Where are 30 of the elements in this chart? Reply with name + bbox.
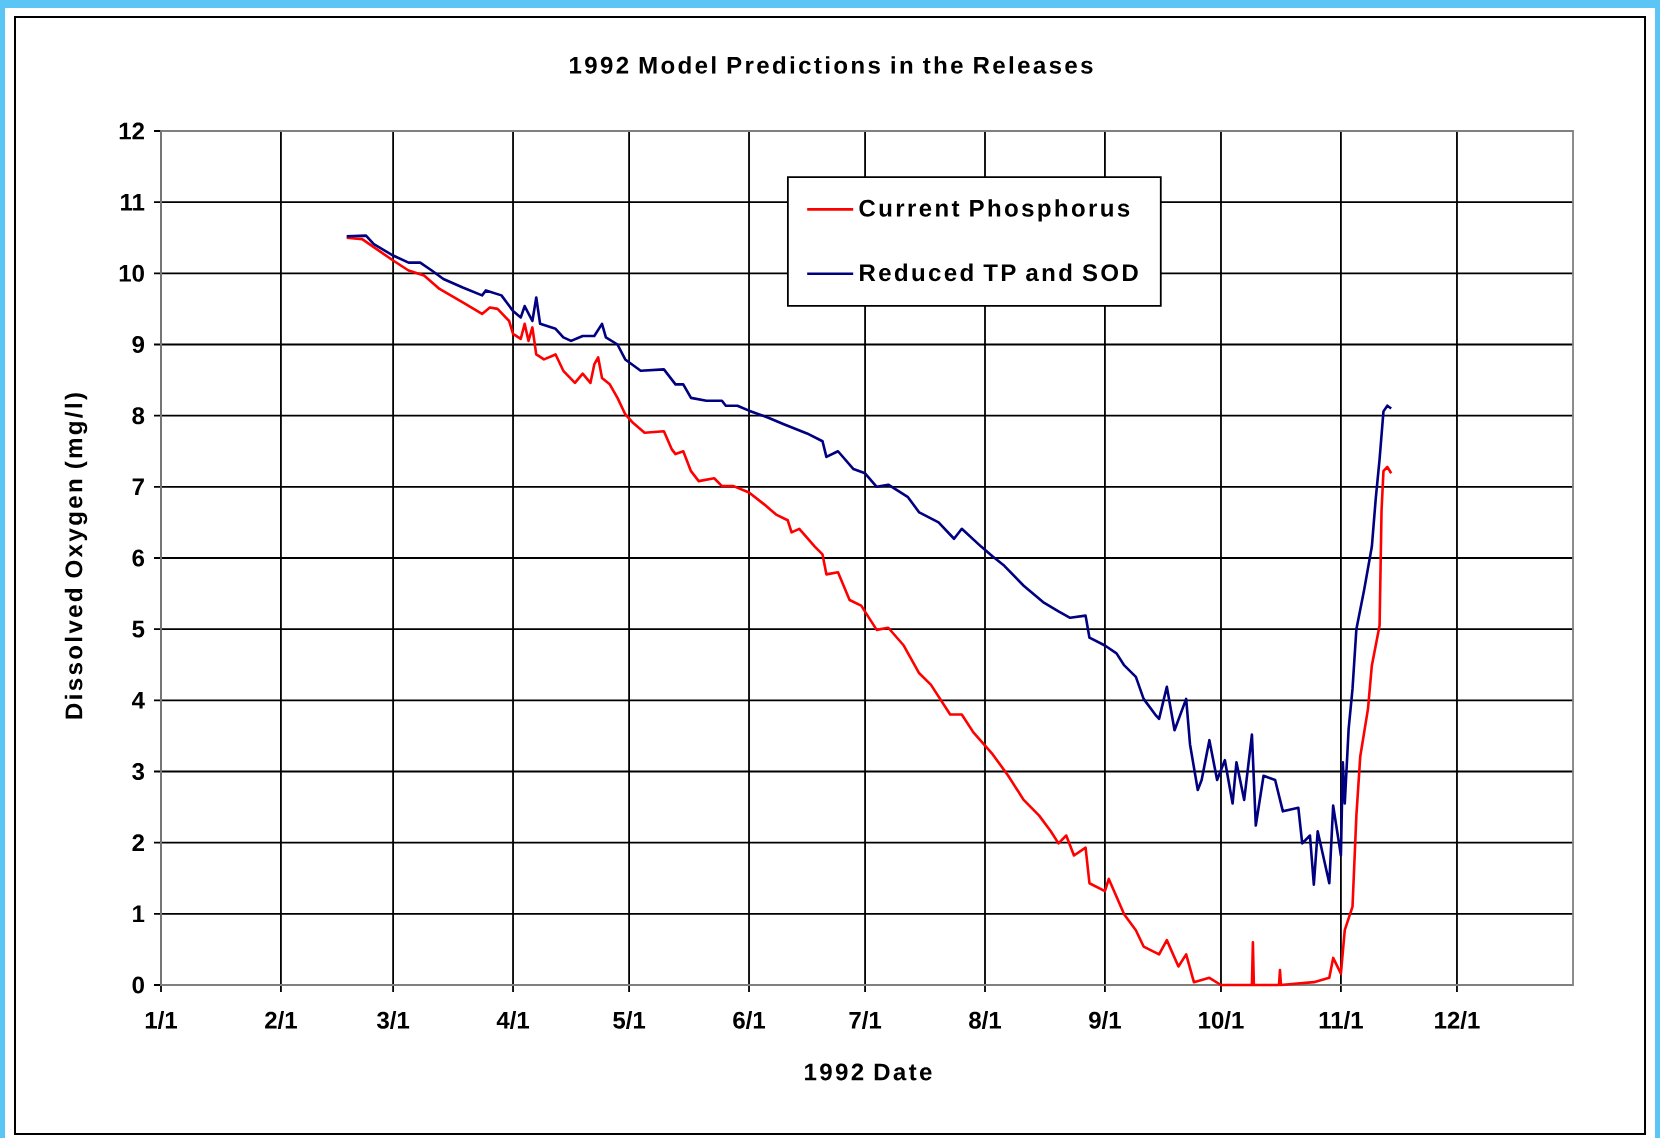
y-tick-label: 1 xyxy=(133,905,145,923)
x-tick-label: 12/1 xyxy=(1435,1011,1480,1029)
y-tick-label: 8 xyxy=(132,407,145,425)
y-tick-label: 2 xyxy=(132,834,144,852)
x-tick-label: 4/1 xyxy=(496,1011,530,1029)
x-tick-label: 6/1 xyxy=(733,1011,766,1029)
y-axis-title: Dissolved Oxygen (mg/l) xyxy=(64,393,88,719)
x-tick-label: 8/1 xyxy=(969,1011,1002,1029)
y-tick-label: 10 xyxy=(119,264,144,282)
x-tick-label: 2/1 xyxy=(265,1011,297,1029)
y-tick-label: 0 xyxy=(132,976,144,994)
y-tick-label: 6 xyxy=(132,549,145,567)
y-tick-label: 11 xyxy=(121,193,145,211)
x-tick-label: 9/1 xyxy=(1089,1011,1121,1029)
y-tick-label: 5 xyxy=(132,620,145,638)
x-tick-label: 3/1 xyxy=(377,1011,410,1029)
x-tick-label: 1/1 xyxy=(145,1011,178,1029)
x-tick-label: 7/1 xyxy=(849,1011,882,1029)
x-tick-label: 5/1 xyxy=(613,1011,646,1029)
y-tick-label: 3 xyxy=(132,762,145,781)
legend-label: Current Phosphorus xyxy=(859,199,1130,222)
x-tick-label: 10/1 xyxy=(1199,1011,1244,1029)
x-axis-title: 1992 Date xyxy=(805,1063,932,1081)
y-tick-label: 7 xyxy=(132,478,144,496)
y-tick-label: 4 xyxy=(131,692,145,709)
y-tick-label: 12 xyxy=(119,122,144,140)
legend-label: Reduced TP and SOD xyxy=(860,263,1138,282)
y-tick-label: 9 xyxy=(132,336,145,353)
chart-title: 1992 Model Predictions in the Releases xyxy=(570,56,1093,74)
x-tick-label: 11/1 xyxy=(1319,1011,1363,1029)
